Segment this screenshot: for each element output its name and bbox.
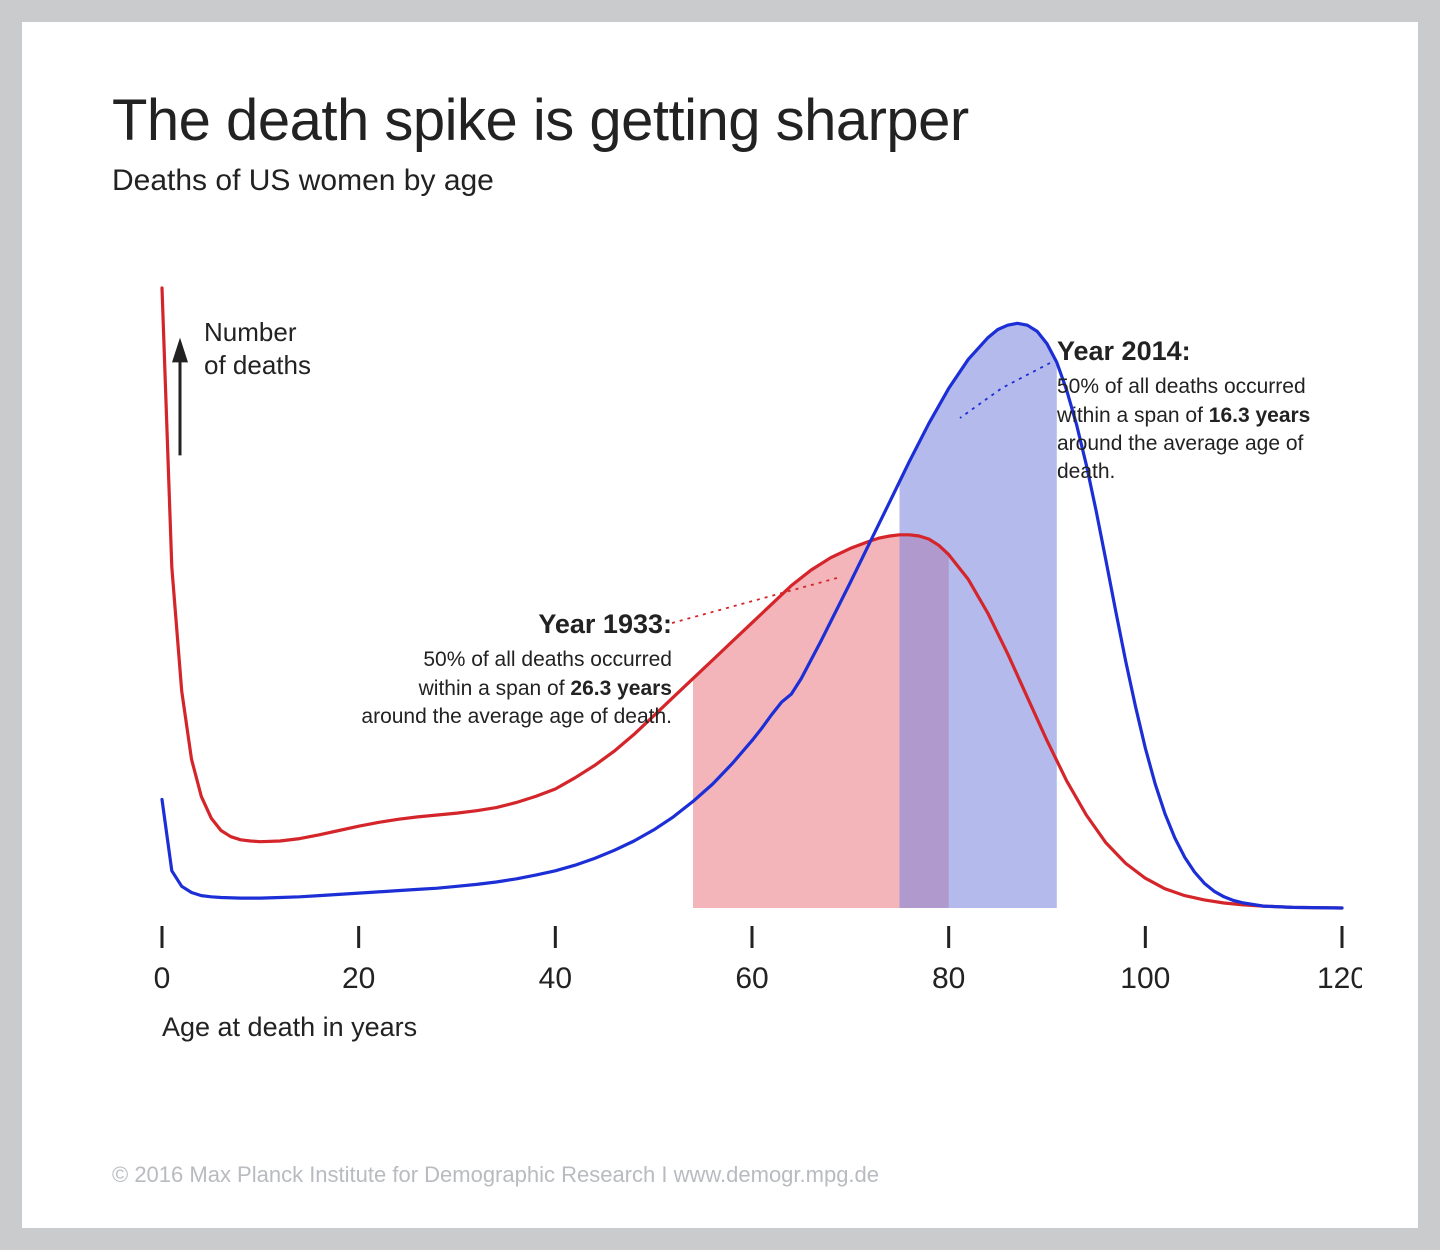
- chart-area: 0 20 40 60 80 100 120 Age at death in years Num…: [82, 228, 1368, 1048]
- annotation-2014-body: 50% of all deaths occurredwithin a span …: [1057, 373, 1357, 486]
- svg-text:120: 120: [1317, 962, 1362, 995]
- footer-credit: © 2016 Max Planck Institute for Demograp…: [112, 1162, 879, 1188]
- annotation-1933-head: Year 1933:: [342, 606, 672, 642]
- svg-text:Age at death in years: Age at death in years: [162, 1012, 417, 1042]
- annotation-2014-head: Year 2014:: [1057, 333, 1357, 369]
- y-axis-label: Number of deaths: [204, 316, 311, 381]
- svg-text:40: 40: [539, 962, 572, 995]
- svg-text:80: 80: [932, 962, 965, 995]
- svg-text:20: 20: [342, 962, 375, 995]
- chart-card: The death spike is getting sharper Death…: [22, 22, 1418, 1228]
- svg-text:100: 100: [1120, 962, 1170, 995]
- frame-border: The death spike is getting sharper Death…: [0, 0, 1440, 1250]
- svg-text:0: 0: [154, 962, 171, 995]
- ann-1933-post: around the average age of death.: [361, 705, 672, 728]
- y-axis-label-line1: Number: [204, 317, 296, 347]
- ann-1933-bold: 26.3 years: [570, 677, 672, 700]
- chart-title: The death spike is getting sharper: [112, 87, 1368, 154]
- ann-2014-bold: 16.3 years: [1209, 404, 1311, 427]
- annotation-1933: Year 1933: 50% of all deaths occurredwit…: [342, 606, 672, 731]
- y-axis-label-line2: of deaths: [204, 350, 311, 380]
- chart-subtitle: Deaths of US women by age: [112, 164, 1368, 198]
- annotation-1933-body: 50% of all deaths occurredwithin a span …: [342, 646, 672, 731]
- annotation-2014: Year 2014: 50% of all deaths occurredwit…: [1057, 333, 1357, 487]
- ann-2014-post: around the average age ofdeath.: [1057, 432, 1303, 483]
- svg-text:60: 60: [735, 962, 768, 995]
